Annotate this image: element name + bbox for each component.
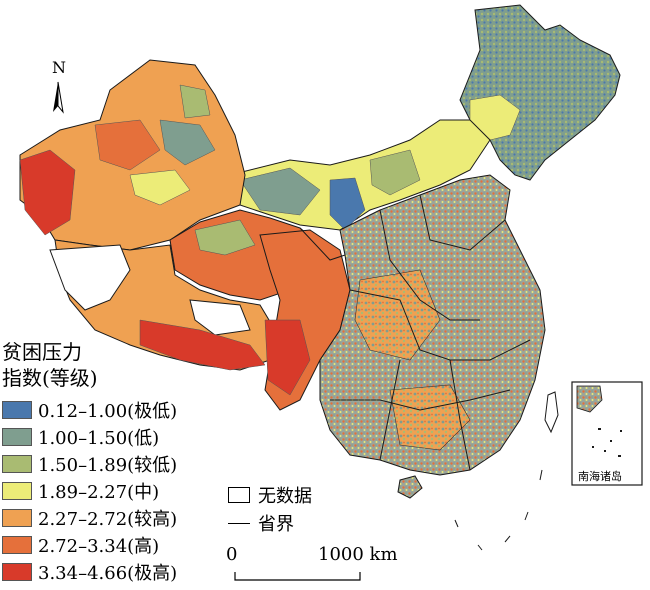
- region-xj-olive: [179, 84, 211, 119]
- province-boundaries: [299, 194, 531, 471]
- region-xj-teal: [159, 119, 216, 166]
- legend-swatch: [2, 482, 32, 500]
- legend-swatch: [2, 509, 32, 527]
- legend-item-label: 3.34–4.66(极高): [38, 563, 178, 584]
- region-xj-redorange: [94, 119, 161, 171]
- legend-item-label: 0.12–1.00(极低): [38, 401, 178, 422]
- legend-item-label: 1.89–2.27(中): [38, 482, 160, 503]
- legend-swatch: [2, 455, 32, 473]
- no-data-swatch: [228, 487, 250, 503]
- legend-item: 2.27–2.72(较高): [2, 506, 177, 530]
- boundary-label: 省界: [258, 514, 294, 535]
- legend-item: 0.12–1.00(极低): [2, 398, 177, 422]
- region-northeast: [459, 4, 621, 181]
- no-data-label: 无数据: [258, 486, 312, 507]
- boundary-line-icon: [228, 522, 250, 524]
- legend-title-line1: 贫困压力: [2, 340, 82, 364]
- north-arrow-icon: [53, 81, 64, 114]
- legend-item-label: 1.50–1.89(较低): [38, 455, 178, 476]
- legend-item: 3.34–4.66(极高): [2, 560, 177, 584]
- inset-islands: [592, 428, 622, 457]
- scale-end-label: 1000 km: [318, 544, 398, 565]
- region-tibet-nodata: [49, 244, 131, 311]
- region-south-warm: [389, 384, 471, 451]
- region-im-olive: [369, 149, 421, 196]
- sea-boundary: [454, 469, 543, 551]
- legend-swatch: [2, 536, 32, 554]
- region-central-warm: [354, 269, 441, 361]
- region-qh-olive: [194, 219, 256, 256]
- region-tibet-red: [139, 319, 266, 371]
- legend-item: 1.00–1.50(低): [2, 425, 159, 449]
- inset-label: 南海诸岛: [578, 470, 622, 483]
- legend-item: 2.72–3.34(高): [2, 533, 159, 557]
- legend-item: 1.50–1.89(较低): [2, 452, 177, 476]
- legend-item-label: 1.00–1.50(低): [38, 428, 160, 449]
- legend-swatch: [2, 428, 32, 446]
- region-xj-red: [19, 149, 76, 236]
- legend-item-label: 2.72–3.34(高): [38, 536, 160, 557]
- scale-bar: [234, 572, 361, 581]
- region-im-blue: [329, 177, 366, 231]
- legend-item: 1.89–2.27(中): [2, 479, 159, 503]
- legend-swatch: [2, 563, 32, 581]
- legend-title-line2: 指数(等级): [2, 366, 98, 390]
- region-xj-yellow: [129, 169, 191, 206]
- boundary-legend: 省界: [228, 510, 294, 536]
- region-hainan: [397, 475, 423, 499]
- inset-coast: [576, 385, 603, 413]
- north-label: N: [52, 58, 66, 77]
- legend-swatch: [2, 401, 32, 419]
- region-tibet-nodata2: [189, 299, 251, 336]
- region-taiwan: [544, 391, 559, 434]
- region-im-teal: [239, 167, 321, 216]
- scale-start-label: 0: [226, 544, 238, 565]
- no-data-legend: 无数据: [228, 482, 312, 508]
- region-sichuan-red: [264, 319, 311, 396]
- legend-item-label: 2.27–2.72(较高): [38, 509, 178, 530]
